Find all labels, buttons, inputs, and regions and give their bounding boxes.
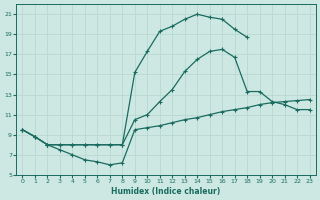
X-axis label: Humidex (Indice chaleur): Humidex (Indice chaleur) (111, 187, 221, 196)
